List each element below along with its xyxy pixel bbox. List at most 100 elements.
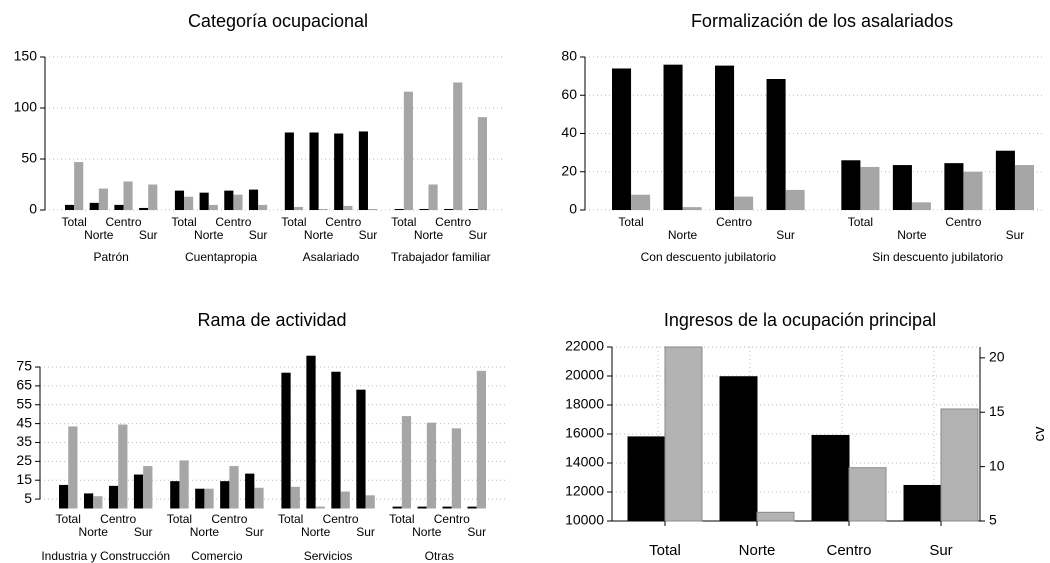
- bar: [365, 495, 375, 509]
- x-tick-label: Centro: [211, 512, 247, 526]
- x-tick-label: Total: [171, 215, 196, 229]
- group-label: Asalariado: [303, 250, 360, 264]
- x-tick-label: Centro: [945, 215, 981, 229]
- x-tick-label: Norte: [84, 228, 114, 242]
- x-tick-label: Centro: [325, 215, 361, 229]
- bar: [468, 208, 478, 210]
- bar: [281, 372, 291, 509]
- x-tick-label: Norte: [301, 525, 331, 539]
- chart-title: Ingresos de la ocupación principal: [664, 310, 936, 330]
- bar: [65, 204, 75, 210]
- x-tick-label: Sur: [139, 228, 158, 242]
- x-tick-label: Centro: [215, 215, 251, 229]
- x-tick-label: Sur: [134, 525, 153, 539]
- bar: [74, 162, 84, 210]
- bar: [892, 165, 912, 210]
- bar: [995, 150, 1015, 210]
- bar: [403, 91, 413, 210]
- y2-tick-label: 20: [989, 349, 1005, 365]
- x-tick-label: Norte: [412, 525, 442, 539]
- group-label: Trabajador familiar: [391, 250, 491, 264]
- bar: [93, 496, 103, 509]
- bar: [811, 434, 850, 522]
- x-tick-label: Centro: [100, 512, 136, 526]
- y-tick-label: 14000: [565, 454, 604, 470]
- x-tick-label: Sur: [1006, 228, 1025, 242]
- bar: [612, 68, 632, 210]
- bar: [860, 166, 880, 210]
- bar: [477, 117, 488, 210]
- bar: [290, 486, 300, 509]
- bar: [682, 207, 702, 210]
- y2-axis-title: cv: [1031, 426, 1048, 442]
- bar: [123, 181, 133, 210]
- x-tick-label: Centro: [323, 512, 359, 526]
- x-tick-label: Total: [281, 215, 306, 229]
- y2-tick-label: 5: [989, 512, 997, 528]
- bar: [233, 194, 243, 210]
- bar: [911, 202, 931, 210]
- x-tick-label: Centro: [716, 215, 752, 229]
- bar: [734, 196, 754, 210]
- y2-tick-label: 10: [989, 457, 1005, 473]
- x-tick-label: Sur: [356, 525, 375, 539]
- bar: [114, 204, 124, 210]
- y-tick-label: 12000: [565, 483, 604, 499]
- bar: [719, 376, 758, 522]
- bar: [940, 408, 979, 522]
- y-tick-label: 15: [16, 471, 32, 487]
- x-tick-label: Sur: [245, 525, 264, 539]
- bar: [98, 188, 108, 210]
- bar: [284, 132, 294, 210]
- x-tick-label: Sur: [929, 542, 952, 559]
- x-tick-label: Norte: [668, 228, 698, 242]
- bar: [229, 466, 239, 509]
- bar: [195, 488, 205, 509]
- x-tick-label: Norte: [739, 542, 776, 559]
- bar: [318, 208, 328, 210]
- bar: [309, 132, 319, 210]
- bar: [315, 506, 325, 509]
- bar: [306, 355, 316, 509]
- x-tick-label: Centro: [105, 215, 141, 229]
- x-tick-label: Sur: [776, 228, 795, 242]
- bar: [766, 78, 786, 211]
- group-label: Comercio: [191, 549, 243, 563]
- x-tick-label: Sur: [469, 228, 488, 242]
- x-tick-label: Sur: [359, 228, 378, 242]
- bar: [442, 506, 452, 509]
- y-tick-label: 100: [14, 99, 38, 115]
- bar: [664, 346, 703, 522]
- x-tick-label: Total: [167, 512, 192, 526]
- bar: [174, 190, 185, 210]
- bar: [848, 467, 887, 522]
- bar: [208, 204, 218, 210]
- bar: [627, 436, 666, 522]
- group-label: Cuentapropia: [185, 250, 257, 264]
- bar: [254, 487, 264, 509]
- bar: [334, 133, 344, 210]
- y-tick-label: 16000: [565, 425, 604, 441]
- y-tick-label: 10000: [565, 512, 604, 528]
- bar: [331, 371, 341, 509]
- y-tick-label: 50: [21, 150, 37, 166]
- group-label: Con descuento jubilatorio: [641, 250, 777, 264]
- bar: [248, 189, 259, 210]
- bar: [220, 481, 230, 509]
- chart-title: Rama de actividad: [197, 310, 346, 330]
- bar: [785, 189, 805, 210]
- x-tick-label: Sur: [249, 228, 268, 242]
- x-tick-label: Total: [848, 215, 873, 229]
- y-tick-label: 55: [16, 395, 32, 411]
- bar: [453, 82, 463, 210]
- bar: [367, 208, 378, 210]
- x-tick-label: Norte: [304, 228, 334, 242]
- bar: [343, 205, 353, 210]
- bar: [392, 506, 402, 509]
- bar: [401, 416, 412, 509]
- y-tick-label: 35: [16, 433, 32, 449]
- group-label: Patrón: [93, 250, 128, 264]
- bar: [199, 192, 209, 210]
